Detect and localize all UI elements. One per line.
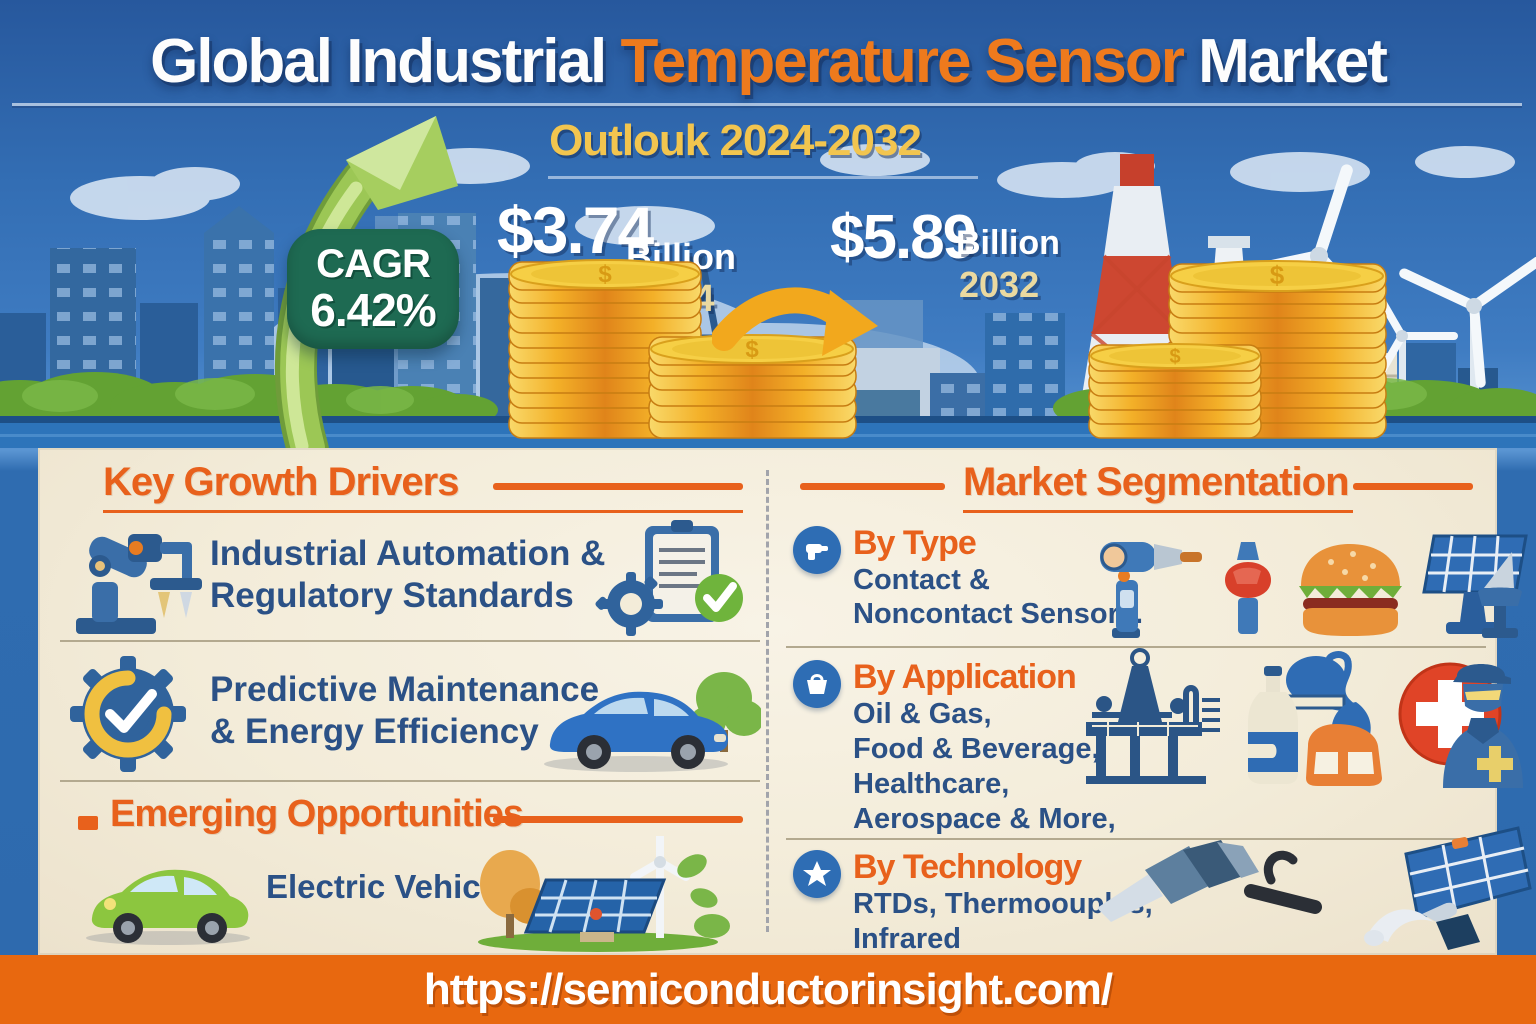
website-link[interactable]: https://semiconductorinsight.com/	[423, 964, 1113, 1014]
row-divider	[60, 640, 760, 642]
page-title: Global Industrial Temperature Sensor Mar…	[0, 26, 1536, 97]
row-divider	[786, 838, 1486, 840]
heading-rule-left	[800, 483, 945, 490]
solar-panel	[523, 878, 667, 942]
segment-1-line1: Contact &	[853, 564, 990, 596]
coin-stack-2024-short: $	[648, 334, 857, 439]
cagr-label: CAGR	[316, 241, 431, 286]
gear-check-icon	[70, 656, 186, 772]
svg-text:$: $	[598, 261, 612, 288]
segment-2-line2: Food & Beverage,	[853, 733, 1100, 765]
footer-bar: https://semiconductorinsight.com/	[0, 955, 1536, 1024]
by-technology-badge-icon	[793, 850, 841, 898]
title-part1: Global Industrial	[150, 27, 621, 96]
driver-2-line2: & Energy Efficiency	[210, 712, 539, 751]
by-type-badge-icon	[793, 526, 841, 574]
row-divider	[60, 780, 760, 782]
driver-1-line2: Regulatory Standards	[210, 576, 574, 615]
segment-1-title: By Type	[853, 524, 977, 562]
segment-1-line2: Noncontact Sensors.	[853, 598, 1144, 630]
driver-1-line1: Industrial Automation &	[210, 534, 606, 573]
subtitle: Outlouk 2024-2032	[549, 116, 922, 165]
segment-3-title: By Technology	[853, 848, 1082, 886]
cagr-badge: CAGR 6.42%	[287, 229, 459, 349]
leaves	[677, 854, 730, 938]
svg-text:$: $	[1270, 260, 1285, 290]
segment-2-line3: Healthcare,	[853, 768, 1010, 800]
segment-2-line1: Oil & Gas,	[853, 698, 992, 730]
tilted-solar-device-icon	[1364, 826, 1532, 950]
segment-2-title: By Application	[853, 658, 1077, 696]
renewables-icon	[478, 836, 730, 952]
stat-2032-unit: Billion	[956, 224, 1060, 262]
driver-2-line1: Predictive Maintenance	[210, 670, 600, 709]
svg-text:$: $	[745, 336, 759, 363]
transition-arrow-icon	[712, 287, 878, 356]
market-segmentation-heading: Market Segmentation	[963, 460, 1350, 504]
title-underline	[12, 103, 1522, 106]
segment-3-line1: RTDs, Thermoouples,	[853, 888, 1153, 920]
subtitle-underline	[548, 176, 978, 179]
heading-rule-right	[1353, 483, 1473, 490]
oil-rig-icon	[1086, 648, 1220, 784]
row-divider	[786, 646, 1486, 648]
coin-stack-2032-short: $	[1088, 343, 1262, 439]
segment-2-line4: Aerospace & More,	[853, 803, 1116, 835]
infrared-sensor-icon	[1097, 840, 1323, 922]
blue-car-tree-icon	[544, 672, 761, 772]
title-accent: Temperature Sensor	[620, 27, 1184, 96]
bottle	[1248, 666, 1298, 784]
stat-2032-amount: $5.89	[830, 203, 977, 272]
svg-text:$: $	[1169, 346, 1180, 368]
robot-arm-icon	[76, 534, 202, 634]
emerging-opportunities-heading: Emerging Opportunities	[110, 793, 524, 835]
green-car-icon	[86, 869, 250, 945]
panel-divider-vertical	[766, 470, 769, 932]
key-growth-drivers-heading: Key Growth Drivers	[103, 460, 459, 504]
orange-basket	[1306, 724, 1382, 786]
segment-3-line2: Infrared	[853, 923, 961, 955]
clipboard-gear-check-icon	[595, 520, 743, 636]
stat-2024-amount: $3.74	[497, 193, 654, 267]
stat-2032-year: 2032	[959, 264, 1040, 305]
heading-underline	[963, 510, 1353, 513]
food-beverage-icon	[1248, 651, 1382, 786]
subheading-bullet	[78, 816, 98, 830]
by-application-badge-icon	[793, 660, 841, 708]
worker-icon	[1443, 664, 1523, 788]
content-panel: Key Growth Drivers Industrial Automation…	[38, 448, 1532, 955]
probe-sensor-icon	[1225, 542, 1271, 634]
heading-rule	[493, 483, 743, 490]
cagr-value: 6.42%	[310, 283, 436, 336]
subheading-rule	[493, 816, 743, 823]
heading-underline	[103, 510, 743, 513]
title-part2: Market	[1182, 27, 1388, 96]
temperature-gun-icon	[1100, 542, 1202, 638]
dish-sensor-icon	[1478, 552, 1522, 638]
hamburger-icon	[1299, 544, 1402, 636]
